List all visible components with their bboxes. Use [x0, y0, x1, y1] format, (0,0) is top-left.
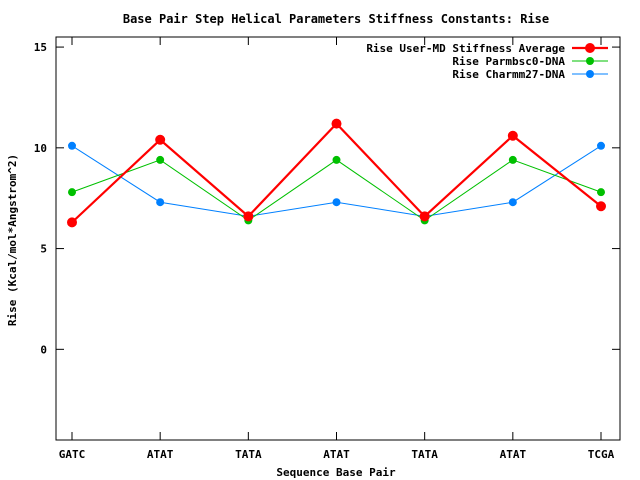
series-2	[68, 155, 605, 225]
data-point	[243, 211, 254, 222]
legend-label: Rise User-MD Stiffness Average	[366, 42, 565, 55]
legend-swatch-marker	[585, 43, 595, 53]
legend-swatch-marker	[586, 57, 594, 65]
x-tick-label: ATAT	[323, 448, 350, 461]
series-3	[68, 141, 605, 221]
y-tick-label: 5	[40, 243, 47, 256]
x-tick-label: ATAT	[147, 448, 174, 461]
data-point	[596, 201, 606, 212]
data-point	[68, 188, 76, 197]
y-tick-label: 0	[40, 343, 47, 356]
data-point	[331, 118, 342, 129]
x-tick-label: TCGA	[588, 448, 615, 461]
data-point	[156, 155, 165, 164]
data-point	[597, 188, 605, 197]
data-point	[419, 211, 430, 222]
data-point	[332, 198, 341, 207]
y-axis-label: Rise (Kcal/mol*Angstrom^2)	[6, 154, 19, 326]
x-tick-label: TATA	[411, 448, 438, 461]
y-axis-ticks: 0 5 10 15	[34, 41, 620, 356]
data-point	[508, 155, 517, 164]
series-1	[67, 118, 606, 228]
data-point	[155, 134, 166, 145]
x-axis-ticks: GATC ATAT TATA ATAT TATA ATAT TCGA	[59, 37, 615, 461]
series-layer	[67, 118, 606, 228]
x-tick-label: TATA	[235, 448, 262, 461]
series-line	[71, 159, 602, 221]
y-tick-label: 10	[34, 142, 47, 155]
legend-label: Rise Parmbsc0-DNA	[452, 55, 565, 68]
x-axis-label: Sequence Base Pair	[276, 466, 396, 479]
data-point	[597, 141, 605, 150]
data-point	[156, 198, 165, 207]
data-point	[332, 155, 341, 164]
series-line	[71, 122, 602, 224]
data-point	[68, 141, 76, 150]
y-tick-label: 15	[34, 41, 47, 54]
legend-swatch-marker	[586, 70, 594, 78]
data-point	[67, 217, 77, 228]
legend-label: Rise Charmm27-DNA	[452, 68, 565, 81]
x-tick-label: ATAT	[500, 448, 527, 461]
x-tick-label: GATC	[59, 448, 86, 461]
plot-frame	[55, 36, 621, 441]
data-point	[507, 130, 518, 141]
data-point	[508, 198, 517, 207]
chart-title: Base Pair Step Helical Parameters Stiffn…	[123, 12, 549, 26]
